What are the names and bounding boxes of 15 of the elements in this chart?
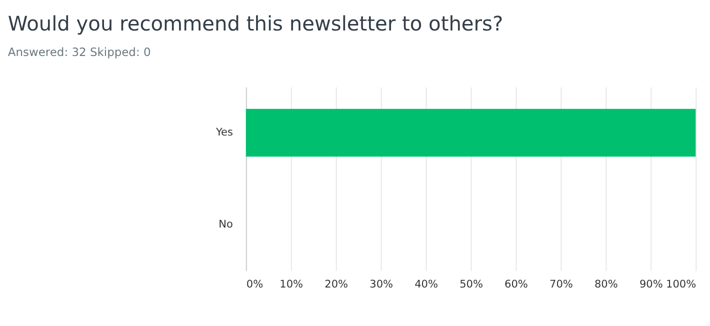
x-tick-label: 10% xyxy=(280,278,304,290)
text: Answered: 32 Skipped: 0 xyxy=(8,45,151,60)
y-tick-label: Yes xyxy=(215,126,233,139)
x-tick-label: 90% xyxy=(639,278,663,290)
x-tick-label: 50% xyxy=(460,278,483,290)
x-tick-label: 70% xyxy=(550,278,573,290)
x-tick-label: 40% xyxy=(414,278,438,290)
x-tick-label: 30% xyxy=(370,278,394,290)
chart-title: Would you recommend this newsletter to others? xyxy=(8,11,504,36)
x-tick-label: 60% xyxy=(504,278,528,290)
x-tick-label: 20% xyxy=(324,278,348,290)
x-tick-label: 80% xyxy=(594,278,618,290)
x-tick-label: 0% xyxy=(246,278,264,290)
y-tick-label: No xyxy=(218,218,233,231)
x-tick-label: 100% xyxy=(666,278,696,290)
